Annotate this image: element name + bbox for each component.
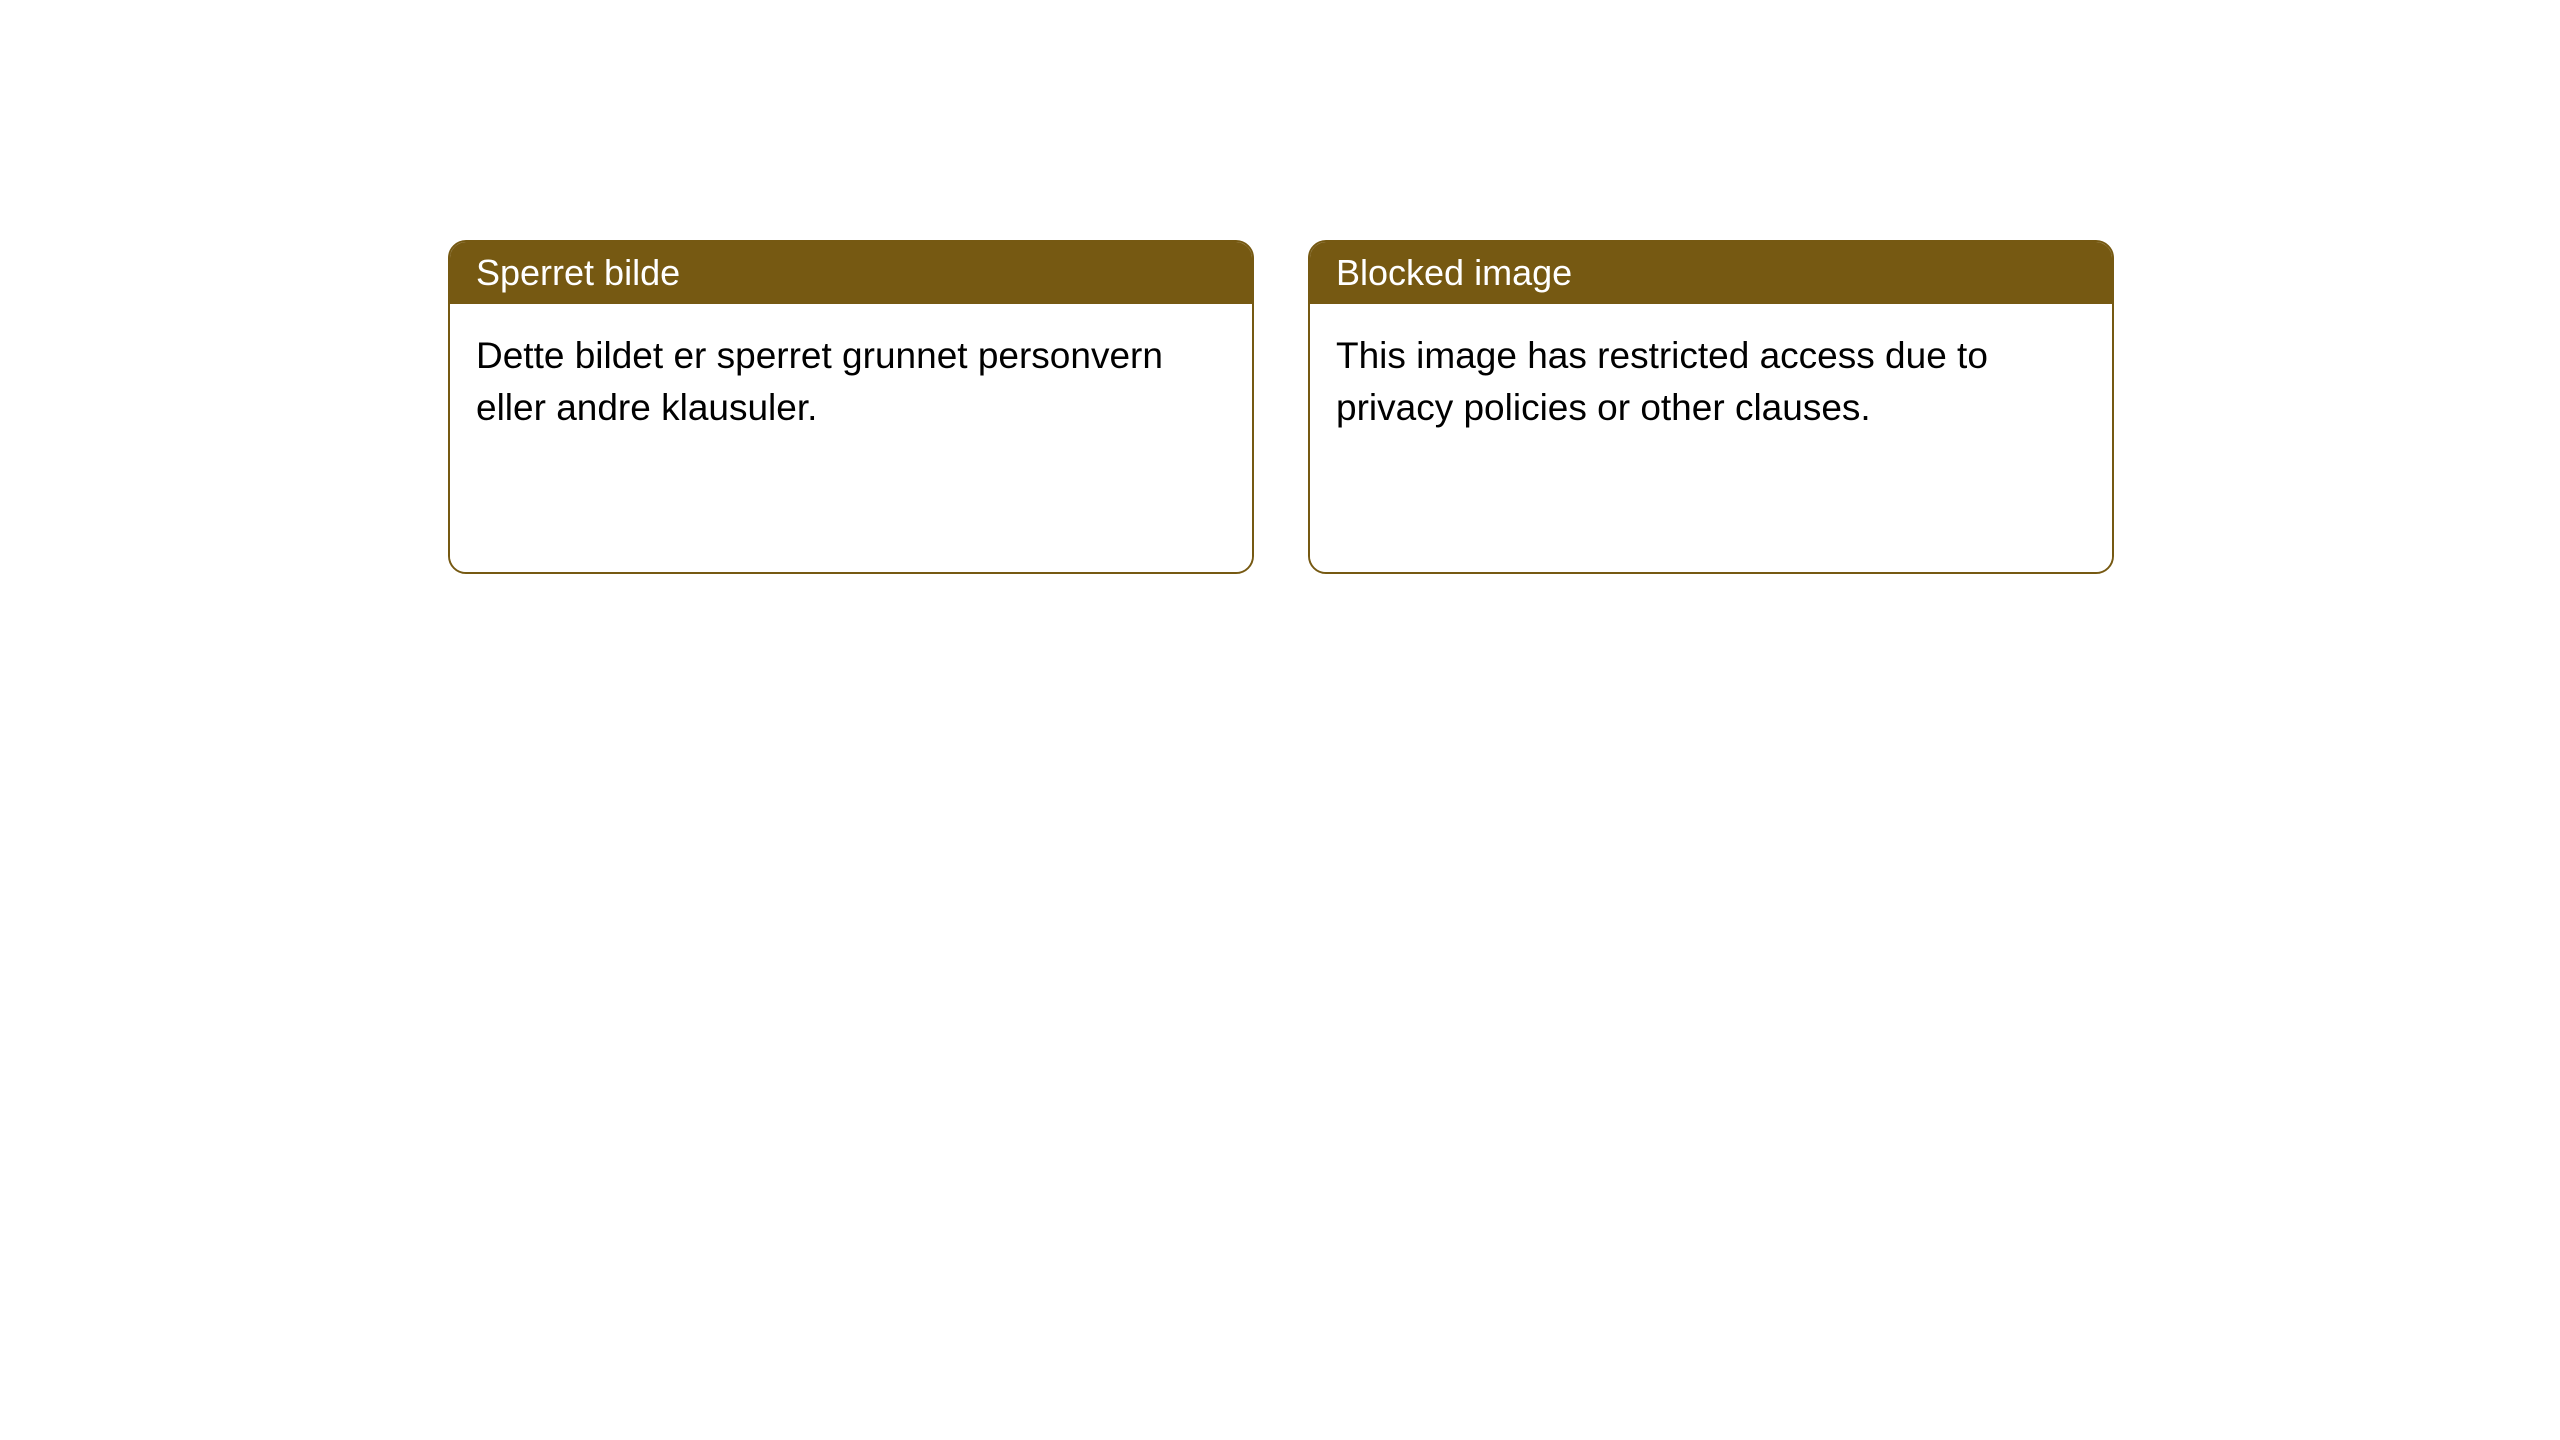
- notice-card-norwegian: Sperret bilde Dette bildet er sperret gr…: [448, 240, 1254, 574]
- card-body: Dette bildet er sperret grunnet personve…: [450, 304, 1252, 572]
- card-body: This image has restricted access due to …: [1310, 304, 2112, 572]
- card-header: Sperret bilde: [450, 242, 1252, 304]
- notice-cards-container: Sperret bilde Dette bildet er sperret gr…: [448, 240, 2114, 574]
- card-header: Blocked image: [1310, 242, 2112, 304]
- notice-card-english: Blocked image This image has restricted …: [1308, 240, 2114, 574]
